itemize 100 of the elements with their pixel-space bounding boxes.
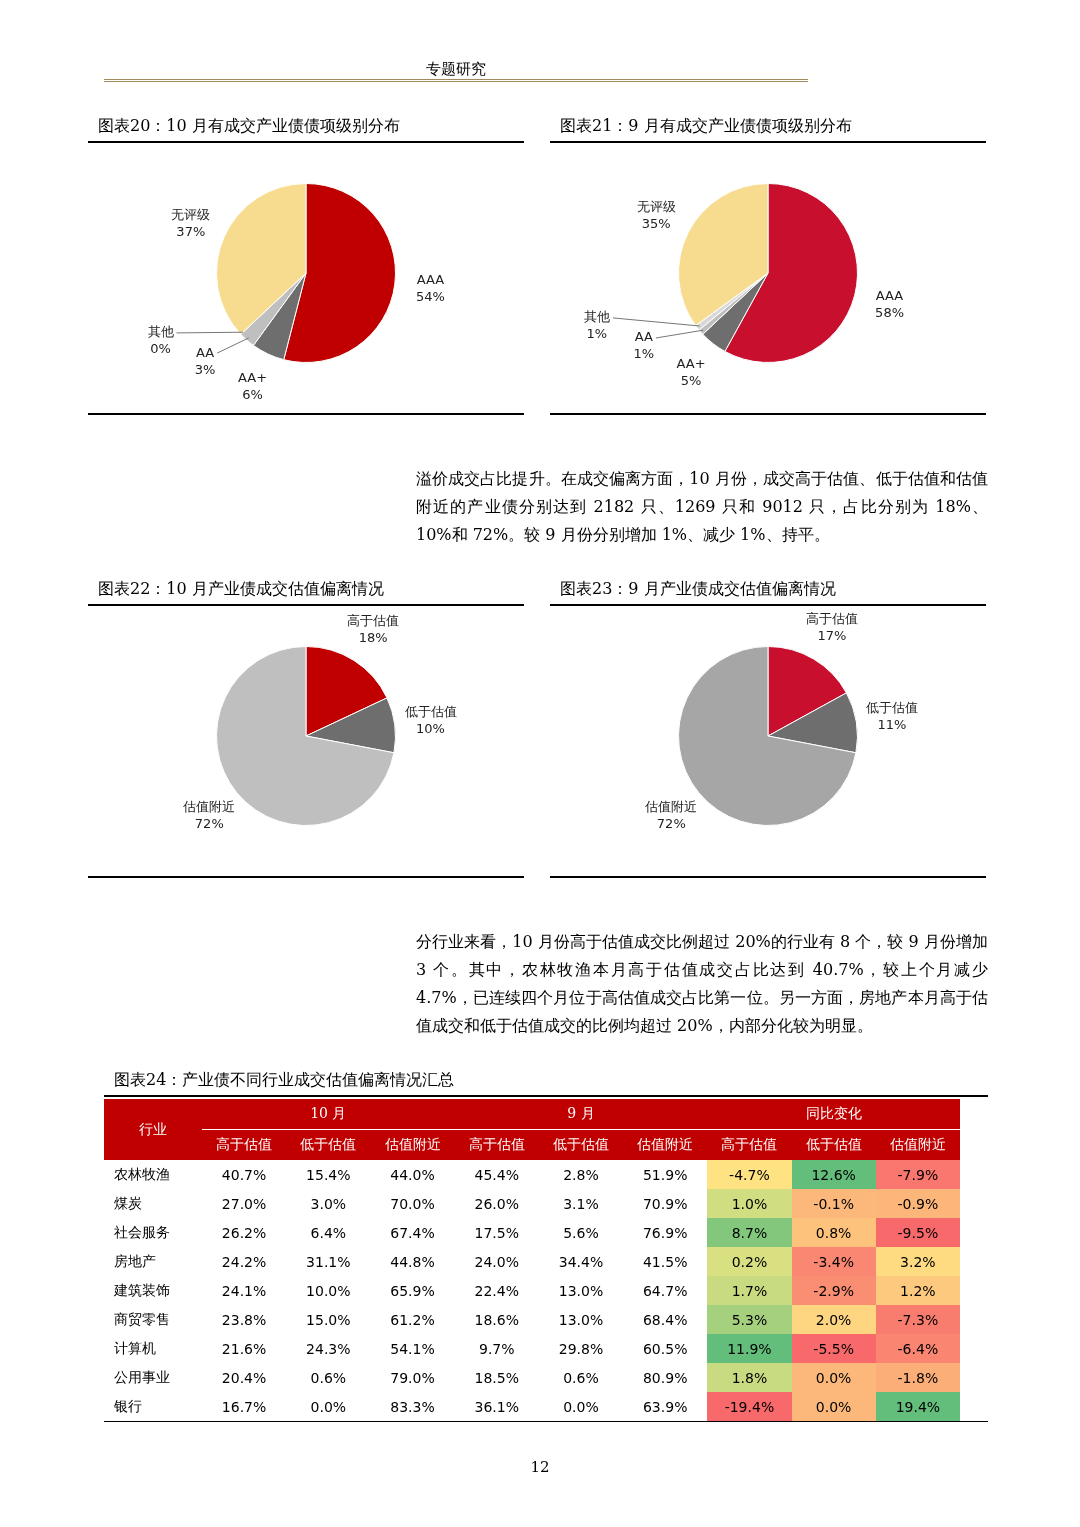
slice-label: 无评级 [636,199,676,215]
data-label: 0.6% [286,1363,371,1392]
slice-label: 估值附近 [644,799,698,815]
data-label: 72% [194,816,224,832]
data-label: 15.0% [286,1305,371,1334]
data-label: 10% [416,720,445,736]
data-label: 80.9% [623,1363,708,1392]
data-label: 65.9% [370,1276,455,1305]
y-tick-label: 计算机 [113,1338,157,1358]
data-label: 22.4% [454,1276,539,1305]
data-label: 1.8% [707,1363,792,1392]
data-label: -7.9% [875,1160,960,1189]
data-label: 3.2% [875,1247,960,1276]
data-label: 34.4% [538,1247,624,1276]
slice-label: AA [634,329,654,345]
y-tick-label: 房地产 [113,1251,157,1271]
data-label: 35% [641,216,671,232]
data-label: 60.5% [623,1334,708,1363]
x-tick-label: 高于估值 [707,1129,792,1160]
slice-label: 无评级 [171,206,211,222]
slice-label: AAA [875,287,904,303]
data-label: 45.4% [454,1160,539,1189]
data-label: 54.1% [370,1334,455,1363]
data-label: 11% [877,716,907,732]
data-label: 51.9% [623,1160,708,1189]
data-label: -1.8% [875,1363,960,1392]
data-label: 0.0% [791,1392,876,1421]
data-label: 29.8% [538,1334,624,1363]
data-label: 67.4% [370,1218,455,1247]
chart-title: 图表22：10 月产业债成交估值偏离情况 [88,579,524,606]
data-label: 58% [875,304,905,320]
text: 同比变化 [707,1099,960,1130]
data-label: -6.4% [875,1334,960,1363]
y-tick-label: 银行 [113,1396,143,1416]
category-label: 其他 [147,324,174,340]
slice-label: 高于估值 [347,613,400,629]
text: 分行业来看，10 月份高于估值成交比例超过 20%的行业有 8 个，较 9 月份增加 3 个。其中，农林牧渔本月高于估值成交占比达到 40.7%，较上个月减少 4.7%，已连续四个月位于高估值成交占比第一位。另一方面，房地产本月高于估值成交和低于估值成交的比例均超过 20%，内部分化较为明显。 [416,931,988,1037]
slice-label: 其他 [583,309,610,325]
data-label: 54% [416,289,445,305]
y-tick-label: 公用事业 [113,1367,171,1387]
data-label: 64.7% [623,1276,708,1305]
data-label: 44.8% [370,1247,455,1276]
data-label: -3.4% [791,1247,876,1276]
data-label: 61.2% [370,1305,455,1334]
data-label: 37% [176,223,206,239]
data-label: 13.0% [538,1276,624,1305]
x-tick-label: 低于估值 [791,1129,876,1160]
y-tick-label: 商贸零售 [113,1309,171,1329]
data-label: 2.8% [538,1160,624,1189]
data-label: 0.6% [538,1363,624,1392]
data-label: 10.0% [286,1276,371,1305]
y-tick-label: 建筑装饰 [113,1280,171,1300]
data-label: -19.4% [707,1392,792,1421]
data-label: 3.1% [538,1189,624,1218]
text: 9 月 [454,1099,708,1130]
data-label: 3.0% [286,1189,371,1218]
data-label: 79.0% [370,1363,455,1392]
data-label: 2.0% [791,1305,876,1334]
data-label: 6% [242,386,263,402]
slice-label: AAA [416,272,445,288]
chart-title: 图表23：9 月产业债成交估值偏离情况 [550,579,986,606]
data-label: 44.0% [370,1160,455,1189]
data-label: 15.4% [286,1160,371,1189]
x-tick-label: 高于估值 [454,1129,539,1160]
data-label: -0.9% [875,1189,960,1218]
data-label: -4.7% [707,1160,792,1189]
data-label: -2.9% [791,1276,876,1305]
data-label: 26.2% [202,1218,287,1247]
data-label: 70.9% [623,1189,708,1218]
slice-label: 高于估值 [805,611,858,627]
data-label: 24.1% [202,1276,287,1305]
data-label: 41.5% [623,1247,708,1276]
data-label: 0.8% [791,1218,876,1247]
y-tick-label: 社会服务 [113,1222,171,1242]
data-label: -0.1% [791,1189,876,1218]
data-label: 23.8% [202,1305,287,1334]
data-label: 68.4% [623,1305,708,1334]
text: 12 [529,1458,551,1476]
data-label: 16.7% [202,1392,287,1421]
data-label: 0.2% [707,1247,792,1276]
data-label: 0.0% [286,1392,371,1421]
data-label: -5.5% [791,1334,876,1363]
data-label: 76.9% [623,1218,708,1247]
data-label: 18.6% [454,1305,539,1334]
x-tick-label: 估值附近 [370,1129,455,1160]
text: 专题研究 [104,8,808,82]
chart-title: 图表24：产业债不同行业成交估值偏离情况汇总 [104,1070,988,1097]
data-label: 3% [194,361,216,377]
data-label: 83.3% [370,1392,455,1421]
slice-label: 估值附近 [182,799,236,815]
data-label: 8.7% [707,1218,792,1247]
data-label: 63.9% [623,1392,708,1421]
x-tick-label: 估值附近 [623,1129,708,1160]
text: 溢价成交占比提升。在成交偏离方面，10 月份，成交高于估值、低于估值和估值附近的产业债分别达到 2182 只、1269 只和 9012 只，占比分别为 18%、10%和 72%。较 9 月份分别增加 1%、减少 1%、持平。 [416,468,988,546]
slice-label: 低于估值 [865,699,918,715]
data-label: 5.3% [707,1305,792,1334]
data-label: 11.9% [707,1334,792,1363]
data-label: 40.7% [202,1160,287,1189]
data-label: 72% [656,816,686,832]
chart-title: 图表21：9 月有成交产业债债项级别分布 [550,116,986,143]
